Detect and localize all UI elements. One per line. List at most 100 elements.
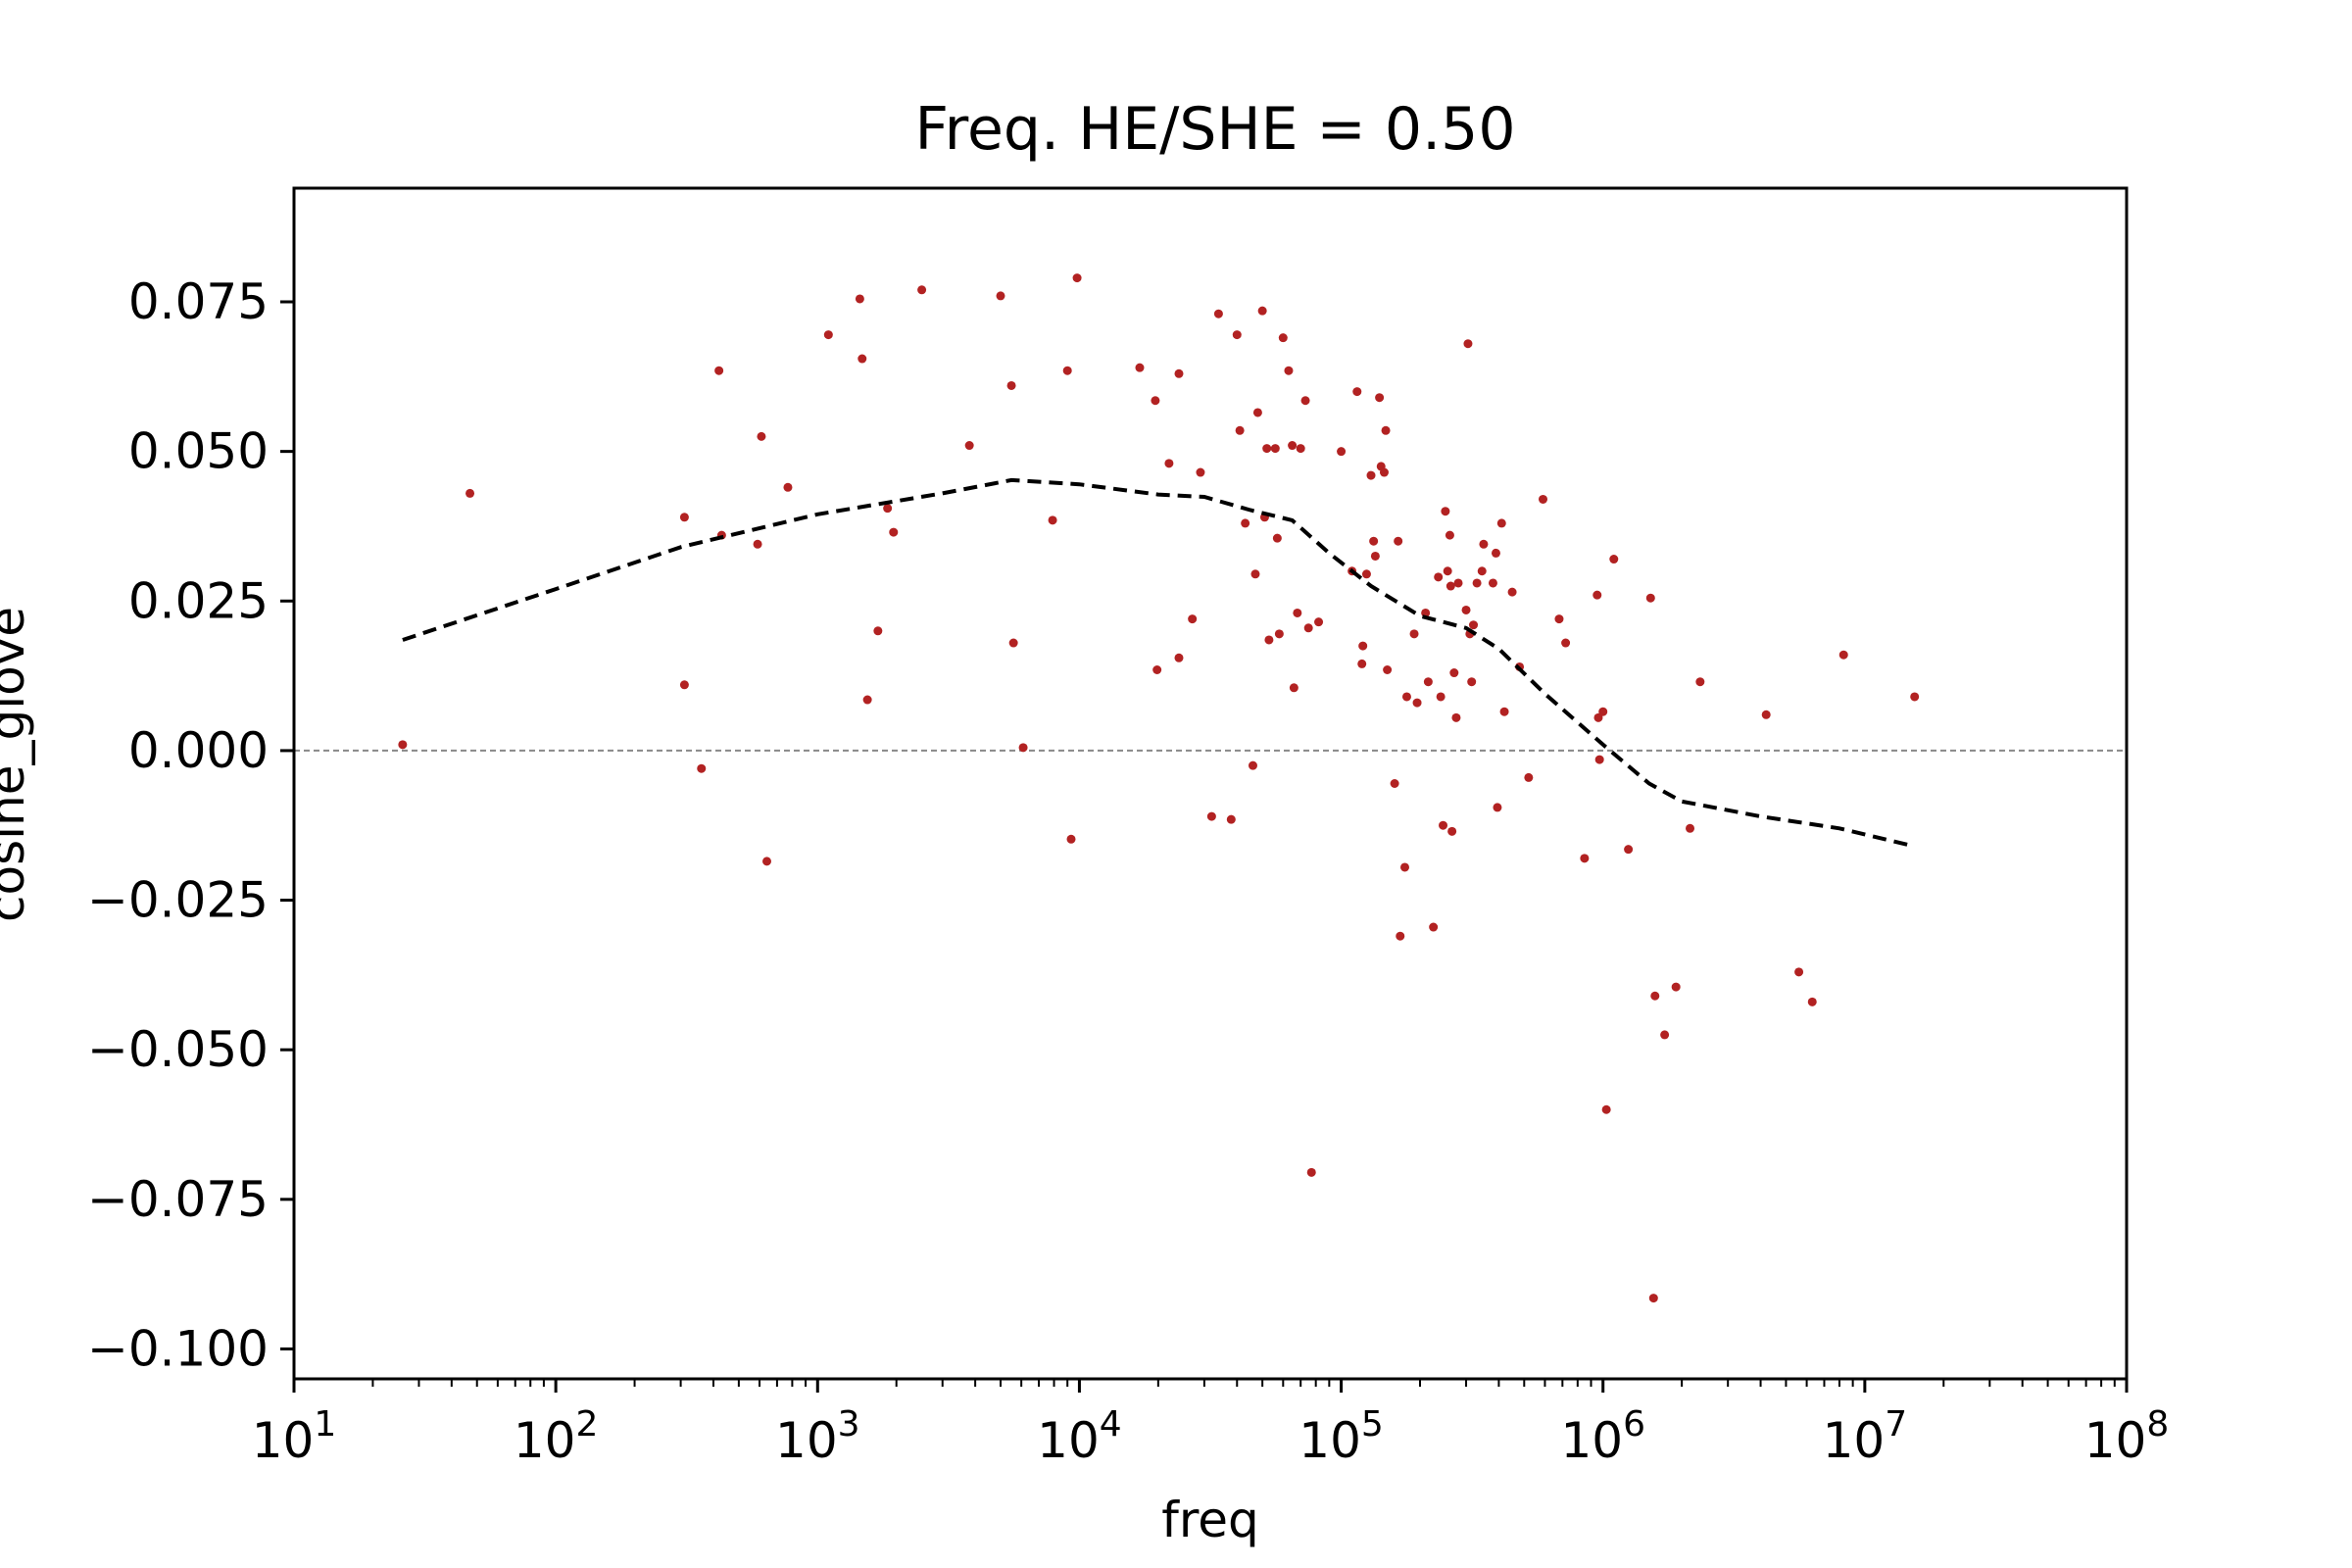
data-point [1472,578,1482,588]
data-point [1369,536,1379,546]
data-point [697,763,707,773]
data-point [1650,991,1660,1001]
data-point [1306,1167,1316,1177]
data-point [1018,743,1028,753]
data-point [1008,638,1018,648]
data-point [1250,569,1260,579]
data-point [1235,425,1245,435]
x-axis: 101 102 103 104 105 106 107 108 [252,1379,2170,1469]
data-point [1554,614,1564,624]
data-point [1196,467,1205,477]
x-tick-label: 106 [1560,1404,1645,1469]
data-point [1524,772,1534,782]
data-point [1284,366,1294,375]
chart-title: Freq. HE/SHE = 0.50 [914,95,1515,164]
data-point [1232,330,1242,340]
data-point [1910,692,1920,702]
y-tick-label: 0.000 [128,722,269,779]
data-point [1469,620,1479,630]
data-point [1477,566,1487,576]
data-point [1296,444,1305,454]
data-point [1493,803,1502,812]
data-point [1561,638,1571,648]
data-point [1135,363,1145,372]
data-point [1048,515,1057,525]
data-point [1366,470,1376,480]
data-point [1390,779,1399,788]
data-point [1609,555,1619,564]
data-point [1453,578,1463,588]
data-point [1449,668,1459,678]
data-point [1467,677,1477,687]
y-tick-label: 0.075 [128,273,269,330]
data-point [757,431,766,441]
data-point [1303,623,1313,633]
data-point [1226,814,1236,824]
data-point [1006,380,1016,390]
data-point [1412,698,1422,708]
data-point [996,291,1005,301]
data-point [679,513,689,522]
data-point [1443,566,1452,576]
x-tick-label: 104 [1037,1404,1122,1469]
data-point [1598,707,1608,716]
data-point [1451,712,1461,722]
data-point [1383,664,1393,674]
data-point [1838,650,1848,660]
data-point [1463,339,1473,349]
data-point [679,680,689,690]
data-point [1241,518,1250,528]
data-point [1174,653,1184,662]
y-tick-label: −0.100 [87,1320,269,1377]
data-point [762,857,772,866]
data-point [1174,368,1184,378]
data-point [1396,931,1405,941]
data-point [823,330,833,340]
data-point [1580,854,1590,863]
data-point [714,366,724,375]
data-point [1358,641,1368,651]
data-point [1439,820,1448,830]
data-point [964,441,974,451]
x-tick-label: 108 [2084,1404,2170,1469]
data-point [1447,826,1457,836]
data-point [1624,845,1634,855]
data-point [1188,614,1198,624]
data-point [1436,692,1446,702]
x-tick-label: 102 [514,1404,599,1469]
data-point [889,527,899,537]
data-point [1488,578,1497,588]
data-point [1379,467,1389,477]
data-point [753,539,762,549]
data-point [1499,707,1509,716]
y-axis-label: cosine_glove [0,607,35,922]
data-point [1507,587,1517,597]
data-point [1289,683,1298,693]
data-point [398,740,408,750]
data-point [1314,617,1324,627]
data-point [1423,677,1433,687]
data-point [1072,273,1082,283]
plot-area [294,273,2127,1303]
x-tick-label: 105 [1298,1404,1384,1469]
data-point [1066,834,1076,844]
data-point [1695,677,1705,687]
data-point [1807,997,1817,1006]
data-point [466,488,475,498]
data-point [858,354,867,364]
data-point [1496,518,1506,528]
data-point [1248,760,1257,770]
data-point [1206,811,1216,821]
data-point [1151,396,1160,406]
y-tick-label: −0.075 [87,1171,269,1228]
data-point [1278,333,1288,343]
data-point [1538,494,1547,504]
data-point [1272,533,1282,543]
data-point [1352,387,1362,397]
x-tick-label: 107 [1823,1404,1908,1469]
data-point [1648,1294,1658,1303]
data-point [855,294,864,304]
data-point [1394,536,1403,546]
data-point [1252,408,1262,417]
